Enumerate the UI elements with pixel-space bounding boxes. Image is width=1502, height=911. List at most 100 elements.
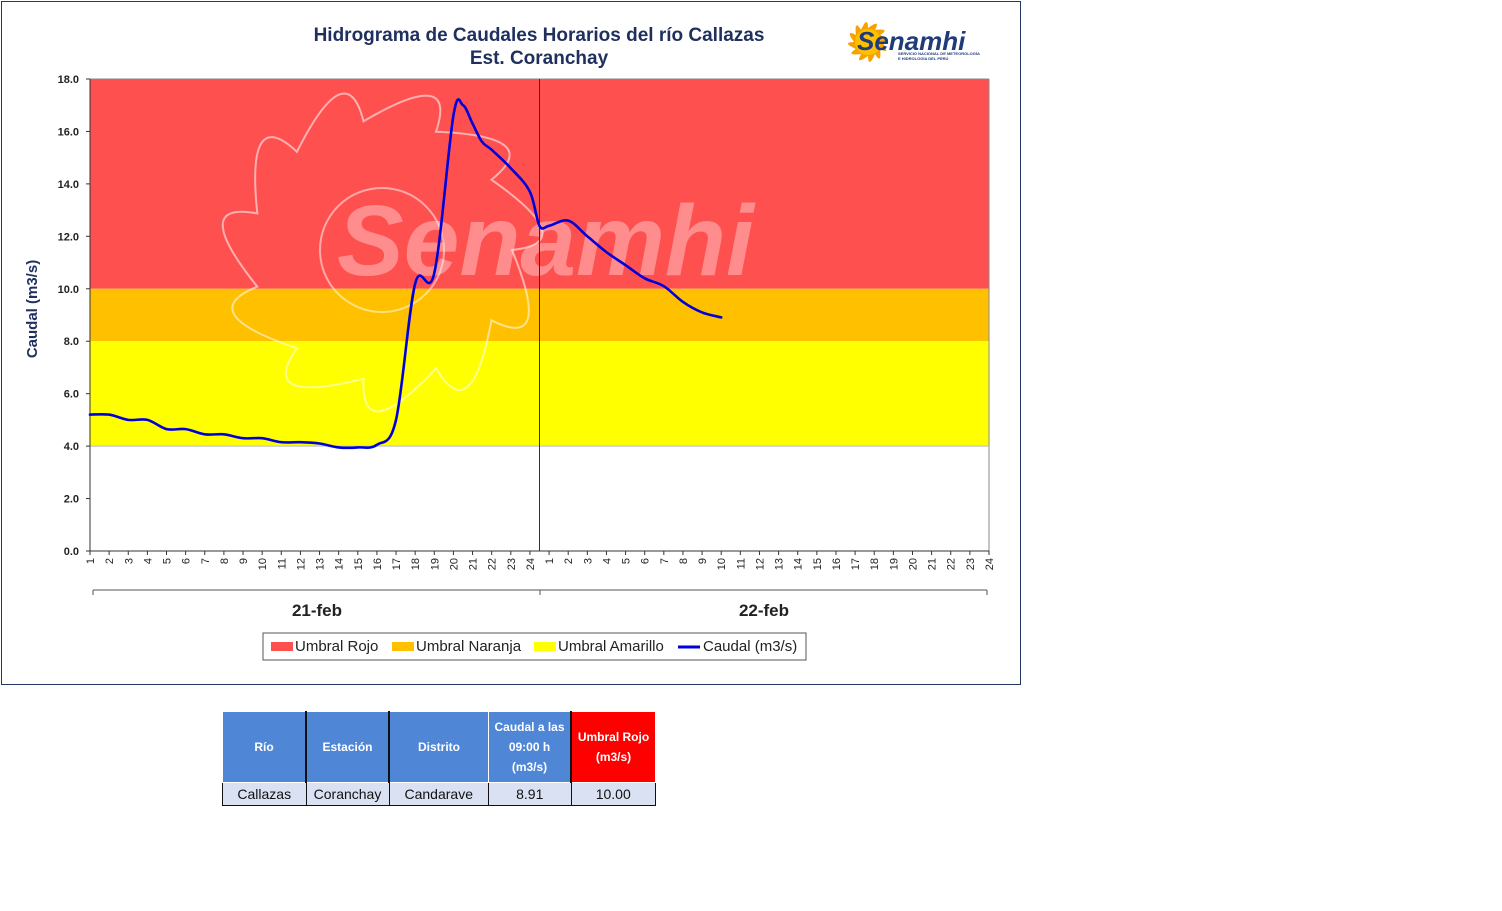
x-tick-label: 9: [238, 558, 250, 564]
header-estacion: Estación: [305, 711, 390, 783]
x-tick-label: 2: [104, 558, 116, 564]
legend-label-rojo: Umbral Rojo: [295, 638, 378, 655]
header-umbral-line2: (m3/s): [595, 750, 632, 764]
x-tick-label: 16: [372, 558, 384, 570]
day-label-1: 21-feb: [292, 601, 342, 620]
header-umbral-rojo: Umbral Rojo (m3/s): [570, 711, 656, 783]
x-tick-label: 11: [276, 558, 288, 569]
x-tick-label: 21: [927, 558, 939, 570]
sun-core: [319, 187, 445, 313]
day-label-2: 22-feb: [739, 601, 789, 620]
x-tick-label: 1: [85, 558, 97, 564]
x-tick-label: 5: [621, 558, 633, 564]
y-tick-label: 18.0: [58, 74, 79, 86]
x-tick-label: 24: [525, 558, 537, 570]
logo-subtitle-2: E HIDROLOGÍA DEL PERÚ: [898, 56, 949, 61]
x-tick-label: 21: [468, 558, 480, 570]
y-axis-ticks: 0.0 2.0 4.0 6.0 8.0 10.0 12.0 14.0 16.0 18.0: [58, 74, 90, 558]
header-caudal-line2: 09:00 h: [508, 740, 551, 754]
y-axis-label: Caudal (m3/s): [24, 260, 41, 358]
x-tick-label: 14: [334, 558, 346, 570]
x-axis-ticks: 1 2 3 4 5 6 7 8 9 10 11 12 13 14 15 16 17 18 19 20 21 22 23 24 1…: [85, 551, 996, 570]
x-tick-label: 20: [448, 558, 460, 570]
table-header-row: Río Estación Distrito Caudal a las 09:00…: [222, 711, 656, 783]
x-tick-label: 13: [315, 558, 327, 570]
series-line-caudal: [88, 98, 723, 450]
y-tick-label: 16.0: [58, 126, 79, 138]
x-tick-label: 17: [850, 558, 862, 570]
x-tick-label: 23: [965, 558, 977, 570]
chart-subtitle: Est. Coranchay: [470, 48, 609, 69]
x-tick-label: 10: [257, 558, 269, 570]
header-caudal: Caudal a las 09:00 h (m3/s): [488, 711, 572, 783]
header-distrito: Distrito: [388, 711, 489, 783]
y-tick-label: 2.0: [64, 494, 79, 506]
hydrograph-chart: Hidrograma de Caudales Horarios del río …: [24, 21, 996, 661]
y-tick-label: 10.0: [58, 284, 79, 296]
x-tick-label: 8: [678, 558, 690, 564]
header-umbral-line1: Umbral Rojo: [577, 730, 650, 744]
x-tick-label: 24: [984, 558, 996, 570]
cell-umbral: 10.00: [570, 782, 656, 806]
x-tick-label: 5: [162, 558, 174, 564]
x-tick-label: 19: [888, 558, 900, 570]
x-tick-label: 14: [793, 558, 805, 570]
x-tick-label: 10: [716, 558, 728, 570]
x-tick-label: 6: [640, 558, 652, 564]
x-tick-label: 18: [869, 558, 881, 570]
y-tick-label: 8.0: [64, 336, 79, 348]
y-tick-label: 12.0: [58, 231, 79, 243]
cell-estacion: Coranchay: [305, 782, 390, 806]
chart-legend: Umbral Rojo Umbral Naranja Umbral Amaril…: [262, 632, 807, 661]
x-tick-label: 12: [295, 558, 307, 570]
chart-frame: Hidrograma de Caudales Horarios del río …: [1, 1, 1021, 685]
y-tick-label: 4.0: [64, 441, 79, 453]
chart-title: Hidrograma de Caudales Horarios del río …: [314, 25, 765, 46]
x-tick-label: 22: [487, 558, 499, 570]
cell-distrito: Candarave: [388, 782, 489, 806]
x-tick-label: 16: [831, 558, 843, 570]
senamhi-logo: Senamhi SERVICIO NACIONAL DE METEOROLOGÍ…: [847, 21, 980, 63]
cell-caudal: 8.91: [488, 782, 572, 806]
x-tick-label: 3: [582, 558, 594, 564]
x-tick-label: 17: [391, 558, 403, 570]
sun-logo-icon: [847, 21, 889, 63]
legend-label-amarillo: Umbral Amarillo: [558, 638, 664, 655]
watermark-sun-icon: [221, 92, 544, 413]
x-tick-label: 18: [410, 558, 422, 570]
logo-sun-core: [855, 29, 881, 55]
cell-rio: Callazas: [222, 782, 307, 806]
x-tick-label: 4: [601, 558, 613, 564]
x-tick-label: 8: [219, 558, 231, 564]
sun-rays: [221, 92, 544, 413]
x-tick-label: 9: [697, 558, 709, 564]
x-tick-label: 7: [200, 558, 212, 564]
caudal-series: [88, 98, 723, 450]
legend-swatch-rojo: [271, 642, 293, 651]
x-tick-label: 6: [181, 558, 193, 564]
legend-label-caudal: Caudal (m3/s): [703, 638, 797, 655]
x-tick-label: 3: [123, 558, 135, 564]
x-tick-label: 7: [659, 558, 671, 564]
x-tick-label: 22: [946, 558, 958, 570]
header-caudal-line3: (m3/s): [511, 760, 548, 774]
y-tick-label: 6.0: [64, 389, 79, 401]
x-tick-label: 15: [812, 558, 824, 570]
x-tick-label: 13: [774, 558, 786, 570]
legend-label-naranja: Umbral Naranja: [416, 638, 522, 655]
x-tick-label: 15: [353, 558, 365, 570]
x-tick-label: 1: [544, 558, 556, 564]
x-tick-label: 2: [563, 558, 575, 564]
x-tick-label: 19: [429, 558, 441, 570]
header-caudal-line1: Caudal a las: [494, 720, 565, 734]
logo-text: Senamhi: [857, 26, 966, 56]
watermark: Senamhi: [221, 92, 756, 413]
legend-swatch-amarillo: [534, 642, 556, 651]
x-tick-label: 20: [908, 558, 920, 570]
watermark-text: Senamhi: [337, 185, 756, 297]
x-tick-label: 4: [142, 558, 154, 564]
chart-axes: [89, 78, 990, 552]
x-tick-label: 12: [755, 558, 767, 570]
x-tick-label: 11: [735, 558, 747, 569]
table-row: Callazas Coranchay Candarave 8.91 10.00: [222, 782, 656, 806]
